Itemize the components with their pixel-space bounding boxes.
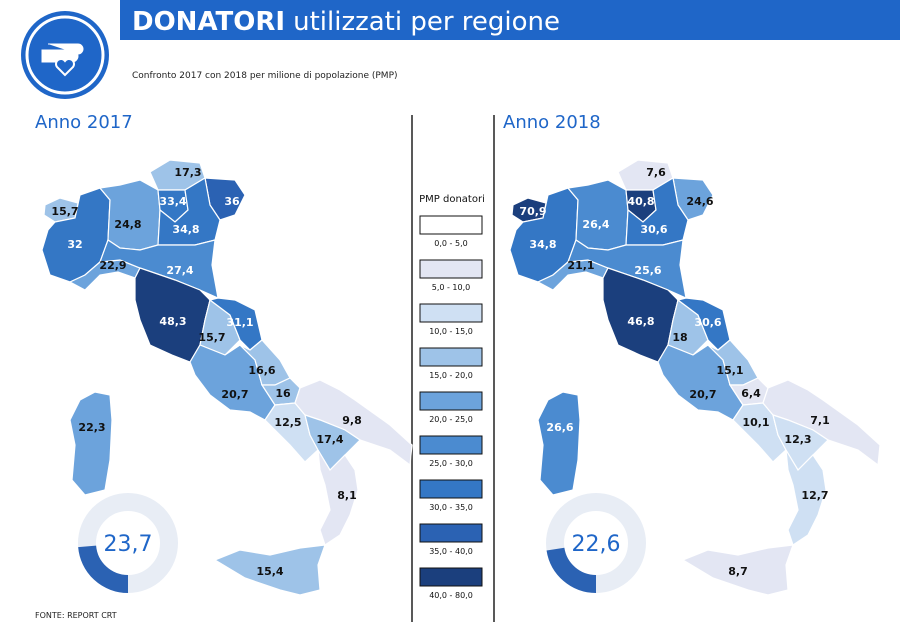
region-label: 8,7 [728, 565, 748, 578]
region-label: 22,3 [78, 421, 105, 434]
legend-swatch [419, 215, 483, 235]
title-bold: DONATORI [132, 7, 285, 37]
region-label: 9,8 [342, 414, 362, 427]
title-rest: utilizzati per regione [293, 7, 560, 37]
region-label: 15,7 [51, 205, 78, 218]
region [99, 239, 219, 300]
region [566, 179, 629, 251]
region-label: 21,1 [567, 259, 594, 272]
legend-swatch [419, 567, 483, 587]
region-label: 22,9 [99, 259, 126, 272]
subtitle: Confronto 2017 con 2018 per milione di p… [132, 71, 398, 81]
legend-label: 40,0 - 80,0 [429, 591, 473, 600]
legend-swatch [419, 523, 483, 543]
region [213, 544, 326, 596]
region-label: 7,1 [810, 414, 830, 427]
region [567, 239, 687, 300]
legend-label: 30,0 - 35,0 [429, 503, 473, 512]
legend-swatch [419, 259, 483, 279]
region-label: 30,6 [694, 316, 721, 329]
region-label: 36 [224, 195, 240, 208]
region-label: 25,6 [634, 264, 661, 277]
region-label: 12,3 [784, 433, 811, 446]
region-label: 15,7 [198, 331, 225, 344]
region-label: 18 [672, 331, 687, 344]
region-label: 15,1 [716, 364, 743, 377]
region-label: 8,1 [337, 489, 357, 502]
region-label: 26,6 [546, 421, 573, 434]
region [98, 179, 161, 251]
region-label: 12,7 [801, 489, 828, 502]
region-label: 34,8 [172, 223, 199, 236]
region [317, 449, 359, 546]
legend-label: 5,0 - 10,0 [432, 283, 471, 292]
region-label: 70,9 [519, 205, 546, 218]
header-band [120, 0, 900, 40]
legend-title: PMP donatori [419, 194, 485, 205]
map-title: Anno 2017 [35, 112, 133, 133]
icon-ring [25, 15, 105, 95]
legend-swatch [419, 303, 483, 323]
legend-label: 15,0 - 20,0 [429, 371, 473, 380]
donut-arc [546, 547, 597, 593]
region-label: 7,6 [646, 166, 666, 179]
region-label: 27,4 [166, 264, 193, 277]
legend-swatch [419, 347, 483, 367]
legend-label: 0,0 - 5,0 [434, 239, 467, 248]
legend-label: 10,0 - 15,0 [429, 327, 473, 336]
region-label: 32 [67, 238, 82, 251]
region-label: 24,8 [114, 218, 141, 231]
region-label: 30,6 [640, 223, 667, 236]
region [785, 449, 827, 546]
region-label: 10,1 [742, 416, 769, 429]
legend-label: 35,0 - 40,0 [429, 547, 473, 556]
region [681, 544, 794, 596]
legend-swatch [419, 391, 483, 411]
region-label: 16 [275, 387, 291, 400]
donut-arc [78, 545, 129, 593]
region [537, 391, 581, 496]
region-label: 17,3 [174, 166, 201, 179]
region-label: 33,4 [159, 195, 186, 208]
source: FONTE: REPORT CRT [35, 611, 117, 620]
region-label: 46,8 [627, 315, 654, 328]
legend-label: 20,0 - 25,0 [429, 415, 473, 424]
icon-heart [55, 58, 75, 77]
region-label: 12,5 [274, 416, 301, 429]
region-label: 34,8 [529, 238, 556, 251]
region-label: 20,7 [689, 388, 716, 401]
region-label: 15,4 [256, 565, 283, 578]
region-label: 31,1 [226, 316, 253, 329]
map [41, 159, 413, 596]
region-label: 6,4 [741, 387, 761, 400]
region [69, 391, 113, 496]
donut-label: 22,6 [572, 532, 621, 557]
title: DONATORI utilizzati per regione [132, 7, 560, 37]
region-label: 20,7 [221, 388, 248, 401]
legend-swatch [419, 479, 483, 499]
map-title: Anno 2018 [503, 112, 601, 133]
region-label: 48,3 [159, 315, 186, 328]
donut-label: 23,7 [104, 532, 153, 557]
region-label: 26,4 [582, 218, 609, 231]
map [509, 159, 881, 596]
region-label: 16,6 [248, 364, 275, 377]
region-label: 24,6 [686, 195, 713, 208]
region-label: 17,4 [316, 433, 343, 446]
region-label: 40,8 [627, 195, 654, 208]
legend-label: 25,0 - 30,0 [429, 459, 473, 468]
legend-swatch [419, 435, 483, 455]
